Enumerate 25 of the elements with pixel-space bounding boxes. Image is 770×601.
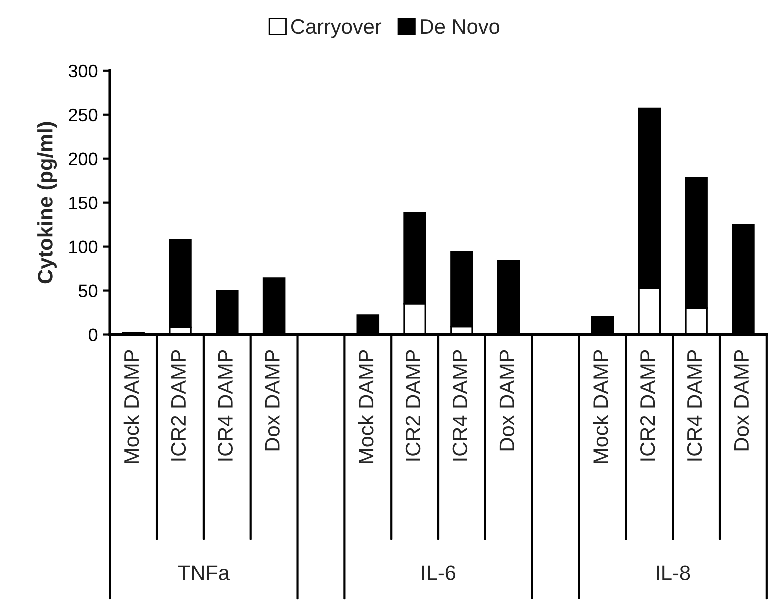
x-tick-label: Mock DAMP xyxy=(358,350,374,464)
y-tick-label: 50 xyxy=(78,284,98,298)
text: IL-8 xyxy=(657,566,690,580)
x-tick-label: Mock DAMP xyxy=(124,350,140,464)
y-tick-label: 200 xyxy=(69,152,98,166)
y-tick-label: 0 xyxy=(88,328,98,342)
x-tick-label: Dox DAMP xyxy=(734,350,750,451)
x-tick-label: ICR4 DAMP xyxy=(218,350,233,461)
y-tick-label: 300 xyxy=(68,64,98,78)
y-axis-title: Cytokine (pg/ml) xyxy=(38,122,58,284)
x-tick-label: ICR4 DAMP xyxy=(452,350,468,461)
x-tick-label: ICR2 DAMP xyxy=(171,350,186,461)
x-tick-label: Dox DAMP xyxy=(265,350,280,451)
x-tick-label: ICR2 DAMP xyxy=(640,350,656,461)
x-tick-label: Mock DAMP xyxy=(593,350,608,464)
legend-label: De Novo xyxy=(421,20,500,34)
text: IL-6 xyxy=(422,566,456,580)
x-tick-label: ICR4 DAMP xyxy=(687,350,702,461)
x-tick-label: ICR2 DAMP xyxy=(406,350,421,461)
legend-label: Carryover xyxy=(291,19,382,38)
y-tick-label: 250 xyxy=(69,108,98,122)
text: TNFa xyxy=(178,566,230,580)
y-tick-label: 100 xyxy=(70,240,98,254)
x-tick-label: Dox DAMP xyxy=(500,350,514,451)
y-tick-label: 150 xyxy=(70,196,98,210)
